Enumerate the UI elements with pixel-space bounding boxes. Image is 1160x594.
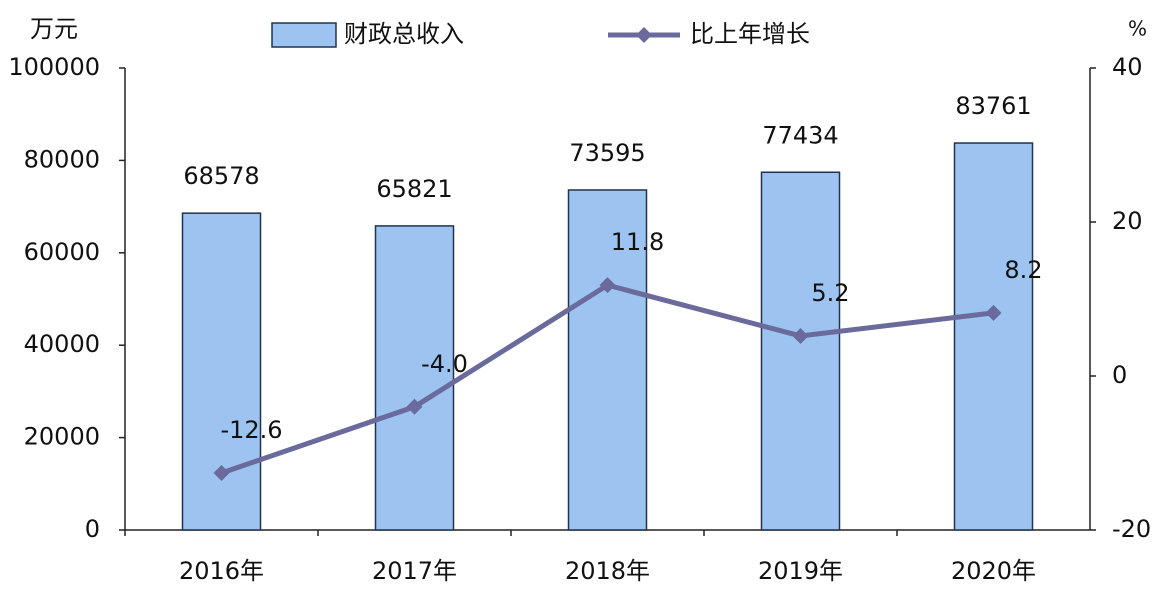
legend-label: 财政总收入 [344,20,464,48]
y-axis-label: 万元 [30,15,78,43]
x-tick-label: 2017年 [372,557,457,585]
data-label: 83761 [955,92,1031,120]
point [985,304,1002,321]
x-tick-label: 2020年 [951,557,1036,585]
x-tick-label: 2016年 [179,557,264,585]
bar [374,225,455,531]
bar [567,189,648,531]
data-label: 68578 [183,162,259,190]
y-tick-label: 40000 [24,330,100,358]
y-tick-label: 80000 [24,145,100,173]
legend-swatch [271,22,337,48]
y-tick-label: 20000 [24,423,100,451]
data-label: -4.0 [421,350,468,378]
y2-tick-label: -20 [1112,515,1151,543]
y2-tick-label: 0 [1112,361,1127,389]
y2-tick-label: 40 [1112,53,1143,81]
bar [953,142,1034,531]
y-tick-label: 0 [85,515,100,543]
data-label: 77434 [762,121,838,149]
data-label: 65821 [376,175,452,203]
bar [181,212,262,531]
data-label: 11.8 [611,228,664,256]
point [792,327,809,344]
legend-swatch [636,27,652,43]
point [406,398,423,415]
data-label: 5.2 [811,279,849,307]
y2-axis-label: % [1128,17,1147,41]
y-tick-label: 60000 [24,238,100,266]
data-label: 73595 [569,139,645,167]
point [599,277,616,294]
data-label: 8.2 [1004,256,1042,284]
legend-label: 比上年增长 [690,20,810,48]
y2-tick-label: 20 [1112,207,1143,235]
point [213,465,230,482]
x-tick-label: 2019年 [758,557,843,585]
data-label: -12.6 [220,416,282,444]
y-tick-label: 100000 [8,53,100,81]
bar [760,171,841,531]
x-tick-label: 2018年 [565,557,650,585]
